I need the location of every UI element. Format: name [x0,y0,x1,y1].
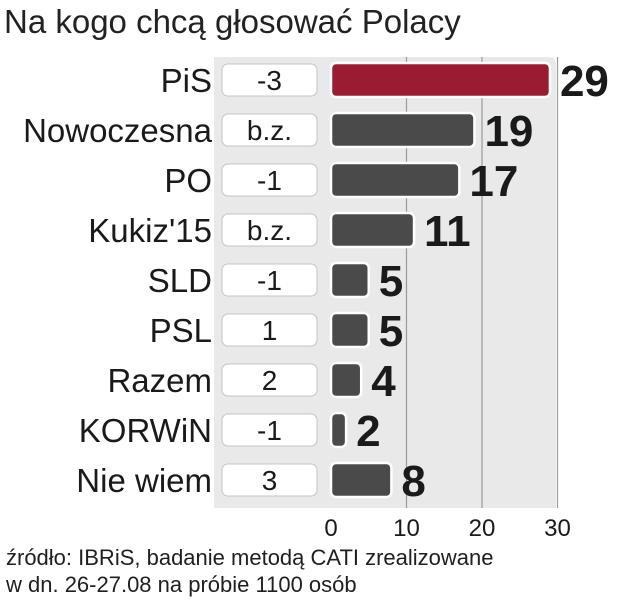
bar [329,461,393,499]
bar [329,361,363,399]
category-label: PiS [161,62,212,99]
value-label: 8 [401,457,425,506]
value-label: 4 [371,357,396,406]
category-label: Nowoczesna [23,112,213,149]
bar-row: SLD -1 5 [148,257,403,306]
change-label: b.z. [247,115,292,146]
change-label: -3 [257,65,282,96]
change-label: 3 [262,465,278,496]
bar-chart: PiS -3 29 Nowoczesna b.z. 19 PO -1 17 Kukiz'15 b.z… [23,57,609,542]
bar-row: PiS -3 29 [161,57,609,106]
bar-row: Razem 2 4 [107,357,396,406]
source-line-1: źródło: IBRiS, badanie metodą CATI zreal… [6,545,494,570]
change-label: b.z. [247,215,292,246]
x-tick-label: 0 [324,515,337,542]
bar-row: Nie wiem 3 8 [76,457,426,506]
change-box [221,463,318,497]
value-label: 5 [379,257,403,306]
change-box [221,363,318,397]
change-box [221,113,318,147]
category-label: SLD [148,262,212,299]
x-tick-label: 30 [544,515,571,542]
value-label: 5 [379,307,403,356]
category-label: Razem [107,362,212,399]
value-label: 19 [484,107,533,156]
source-note: źródło: IBRiS, badanie metodą CATI zreal… [6,544,494,598]
x-axis-ticks: 0 10 20 30 [324,515,571,542]
bar [329,111,476,149]
category-label: Nie wiem [76,462,212,499]
change-label: 1 [262,315,278,346]
bar-row: KORWiN -1 2 [79,407,381,456]
bar [329,311,370,349]
bar-row: PSL 1 5 [150,307,404,356]
change-label: -1 [257,265,282,296]
bar-row: PO -1 17 [164,157,518,206]
value-label: 11 [424,207,471,256]
change-box [221,163,318,197]
bar-row: Nowoczesna b.z. 19 [23,107,533,156]
source-line-2: w dn. 26-27.08 na próbie 1100 osób [6,572,357,597]
bar-row: Kukiz'15 b.z. 11 [88,207,470,256]
change-label: 2 [262,365,278,396]
bar [329,211,416,249]
bar [329,261,370,299]
x-tick-label: 20 [469,515,496,542]
bar [329,161,461,199]
chart-title: Na kogo chcą głosować Polacy [4,3,461,40]
x-tick-label: 10 [393,515,420,542]
change-label: -1 [257,165,282,196]
change-box [221,413,318,447]
change-box [221,313,318,347]
value-label: 29 [560,57,609,106]
category-label: KORWiN [79,412,212,449]
change-box [221,263,318,297]
change-box [221,213,318,247]
bar [329,61,552,99]
change-box [221,63,318,97]
category-label: PO [164,162,212,199]
bar-rows: PiS -3 29 Nowoczesna b.z. 19 PO -1 17 Kukiz'15 b.z… [23,57,609,506]
bar [329,411,348,449]
category-label: PSL [150,312,212,349]
category-label: Kukiz'15 [88,212,212,249]
value-label: 17 [469,157,518,206]
value-label: 2 [356,407,380,456]
change-label: -1 [257,415,282,446]
